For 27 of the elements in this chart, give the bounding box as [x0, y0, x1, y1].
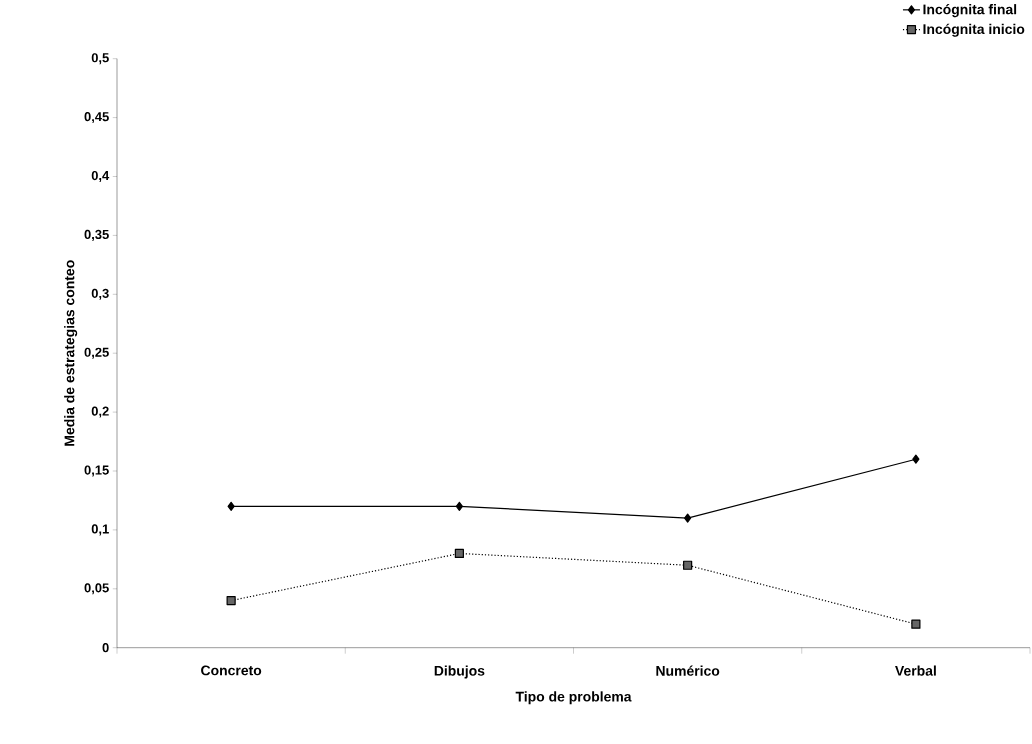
- y-axis-title: Media de estrategias conteo: [64, 260, 78, 446]
- point: [226, 596, 236, 606]
- y-tick-label: 0,25: [84, 347, 109, 359]
- x-tick-label: Concreto: [201, 665, 262, 676]
- y-tick-label: 0,2: [91, 406, 109, 418]
- y-tick-label: 0,05: [84, 583, 109, 595]
- point: [455, 501, 463, 512]
- point: [684, 513, 692, 523]
- x-axis-title: Tipo de problema: [515, 691, 632, 705]
- legend-label: Incógnita inicio: [923, 23, 1025, 38]
- y-tick-label: 0,45: [84, 112, 109, 124]
- point: [683, 560, 693, 570]
- point: [227, 501, 235, 512]
- y-tick-label: 0,3: [91, 288, 109, 300]
- point: [911, 619, 921, 629]
- y-tick-label: 0: [102, 643, 109, 653]
- legend-label: Incógnita final: [923, 4, 1017, 18]
- y-tick-label: 0,15: [84, 465, 109, 477]
- point: [912, 454, 920, 464]
- y-tick-label: 0,4: [91, 171, 110, 183]
- point: [454, 549, 464, 559]
- y-tick-label: 0,1: [91, 524, 109, 536]
- x-tick-label: Numérico: [656, 665, 720, 676]
- y-tick-label: 0,35: [84, 230, 109, 242]
- y-tick-label: 0,5: [91, 53, 109, 65]
- x-tick-label: Dibujos: [434, 665, 485, 679]
- x-tick-label: Verbal: [895, 665, 936, 676]
